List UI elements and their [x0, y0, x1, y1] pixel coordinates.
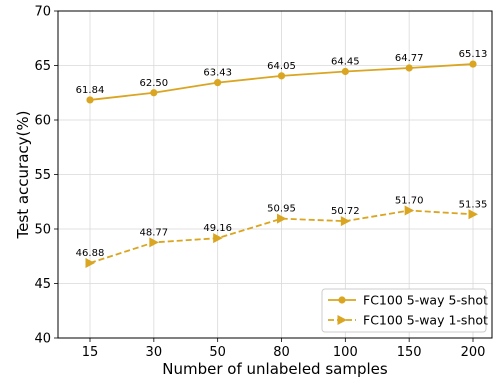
data-label-5shot-200: 65.13 — [459, 49, 488, 60]
legend-marker-1shot — [337, 315, 347, 325]
legend-box — [321, 288, 487, 333]
grid — [58, 10, 492, 339]
x-axis-label: Number of unlabeled samples — [162, 360, 388, 378]
x-tick-label-200: 200 — [461, 345, 486, 360]
series-1shot: 46.88 48.77 49.16 50.95 50.72 51.70 51.35 — [76, 195, 488, 269]
data-label-1shot-80: 50.95 — [267, 204, 296, 215]
point-5shot-15 — [86, 96, 94, 104]
y-tick-label-40: 40 — [34, 332, 51, 347]
y-tick-label-70: 70 — [34, 5, 51, 20]
data-label-1shot-150: 51.70 — [395, 195, 424, 206]
legend-marker-5shot — [338, 296, 346, 304]
point-5shot-100 — [341, 67, 349, 76]
legend: FC100 5-way 5-shot FC100 5-way 1-shot — [321, 288, 488, 333]
point-1shot-50 — [213, 233, 223, 244]
point-1shot-200 — [468, 209, 478, 220]
point-5shot-30 — [150, 89, 158, 97]
x-tick-label-50: 50 — [209, 345, 226, 360]
point-5shot-150 — [405, 64, 413, 72]
y-tick-label-50: 50 — [34, 223, 51, 238]
y-axis-label: Test accuracy(%) — [14, 111, 32, 240]
point-5shot-80 — [277, 72, 286, 80]
data-label-1shot-200: 51.35 — [459, 199, 488, 210]
point-1shot-15 — [85, 258, 95, 269]
point-1shot-100 — [340, 216, 351, 227]
data-label-5shot-80: 64.05 — [267, 61, 296, 72]
x-axis-ticks: 15 30 50 80 100 150 200 — [82, 338, 486, 360]
data-label-1shot-100: 50.72 — [331, 206, 360, 217]
data-label-5shot-100: 64.45 — [331, 56, 360, 67]
y-tick-label-55: 55 — [34, 168, 51, 183]
series-5shot: 61.84 62.50 63.43 64.05 64.45 64.77 65.13 — [76, 49, 488, 104]
x-tick-label-80: 80 — [273, 345, 290, 360]
data-label-1shot-50: 49.16 — [203, 223, 232, 234]
legend-label-5shot: FC100 5-way 5-shot — [363, 293, 488, 308]
point-5shot-200 — [469, 60, 477, 68]
data-label-5shot-150: 64.77 — [395, 53, 424, 64]
data-label-1shot-15: 46.88 — [76, 248, 105, 259]
legend-label-1shot: FC100 5-way 1-shot — [363, 313, 488, 328]
y-axis-ticks: 40 45 50 55 60 65 70 — [34, 5, 58, 347]
x-tick-label-150: 150 — [397, 345, 422, 360]
point-1shot-80 — [277, 213, 287, 224]
series-layer: 61.84 62.50 63.43 64.05 64.45 64.77 65.13 46.88… — [76, 49, 488, 269]
point-1shot-150 — [404, 205, 415, 216]
y-tick-label-65: 65 — [34, 59, 51, 74]
data-label-5shot-15: 61.84 — [76, 85, 105, 96]
y-tick-label-60: 60 — [34, 114, 51, 129]
data-label-5shot-30: 62.50 — [140, 78, 169, 89]
data-label-1shot-30: 48.77 — [140, 227, 169, 238]
x-tick-label-100: 100 — [333, 345, 358, 360]
y-tick-label-45: 45 — [34, 277, 51, 292]
point-5shot-50 — [214, 79, 222, 87]
x-tick-label-15: 15 — [82, 345, 99, 360]
point-1shot-30 — [149, 237, 159, 248]
x-tick-label-30: 30 — [146, 345, 163, 360]
data-label-5shot-50: 63.43 — [203, 68, 232, 79]
